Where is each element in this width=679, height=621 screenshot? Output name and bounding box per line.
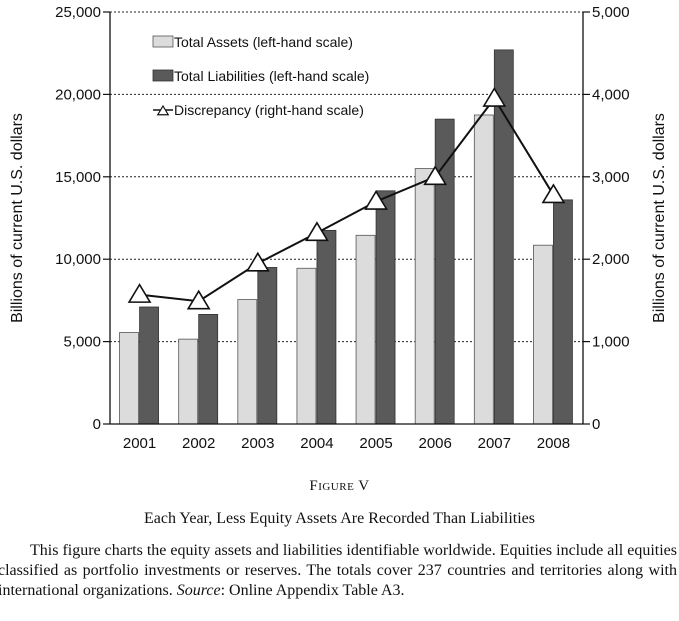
bar-liabilities bbox=[553, 199, 573, 425]
x-tick-label: 2007 bbox=[478, 435, 511, 452]
y-right-tick-label: 3,000 bbox=[592, 169, 630, 186]
x-tick-label: 2008 bbox=[537, 435, 570, 452]
x-tick-label: 2002 bbox=[182, 435, 215, 452]
y-left-tick-label: 5,000 bbox=[63, 334, 101, 351]
bar-liabilities bbox=[139, 306, 159, 425]
y-left-tick-label: 25,000 bbox=[55, 4, 101, 21]
chart: 0 0 5,000 1,000 10,000 2,000 15,000 3,000 20,000… bbox=[9, 4, 668, 452]
legend: Total Assets (left-hand scale) Total Liab… bbox=[152, 34, 369, 118]
discrepancy-line bbox=[139, 96, 555, 303]
legend-label: Discrepancy (right-hand scale) bbox=[174, 102, 364, 118]
bar-liabilities bbox=[316, 229, 337, 425]
discrepancy-marker bbox=[127, 283, 152, 303]
y-left-label: Billions of current U.S. dollars bbox=[9, 113, 26, 323]
bar-assets bbox=[533, 244, 553, 425]
bar-assets bbox=[296, 267, 317, 425]
discrepancy-marker bbox=[423, 165, 448, 186]
legend-label: Total Liabilities (left-hand scale) bbox=[174, 68, 369, 84]
legend-swatch-liabilities bbox=[152, 69, 174, 82]
y-left-tick-label: 10,000 bbox=[55, 251, 101, 268]
bar-assets bbox=[119, 332, 139, 425]
discrepancy-marker bbox=[305, 221, 329, 242]
discrepancy-marker bbox=[364, 189, 388, 210]
bar-assets bbox=[237, 299, 258, 425]
legend-label: Total Assets (left-hand scale) bbox=[174, 34, 353, 50]
bar-liabilities bbox=[257, 267, 278, 425]
x-tick-label: 2003 bbox=[241, 435, 274, 452]
y-left-tick-label: 20,000 bbox=[55, 86, 101, 103]
legend-swatch-assets bbox=[152, 35, 174, 48]
bar-liabilities bbox=[375, 190, 396, 425]
y-left-tick-label: 0 bbox=[93, 416, 101, 433]
discrepancy-line-group bbox=[127, 86, 566, 310]
bar-assets bbox=[473, 114, 494, 425]
figure-label: Figure V bbox=[309, 478, 370, 494]
figure-description: This figure charts the equity assets and… bbox=[0, 541, 677, 601]
discrepancy-marker bbox=[482, 86, 507, 107]
y-right-label: Billions of current U.S. dollars bbox=[651, 113, 668, 323]
x-tick-label: 2006 bbox=[419, 435, 452, 452]
tick-labels: 0 0 5,000 1,000 10,000 2,000 15,000 3,000 20,000… bbox=[55, 4, 629, 452]
legend-marker-discrepancy bbox=[156, 104, 170, 116]
y-right-tick-label: 1,000 bbox=[592, 334, 630, 351]
bars bbox=[119, 49, 573, 425]
description-text: This figure charts the equity assets and… bbox=[0, 542, 677, 599]
y-left-tick-label: 15,000 bbox=[55, 169, 101, 186]
discrepancy-marker bbox=[541, 183, 566, 204]
axes bbox=[103, 11, 590, 425]
bar-assets bbox=[355, 234, 376, 425]
y-right-tick-label: 2,000 bbox=[592, 251, 630, 268]
bar-liabilities bbox=[198, 314, 219, 425]
x-tick-label: 2005 bbox=[359, 435, 392, 452]
gridlines bbox=[110, 11, 583, 343]
y-right-tick-label: 0 bbox=[592, 416, 600, 433]
y-right-tick-label: 5,000 bbox=[592, 4, 630, 21]
discrepancy-marker bbox=[245, 251, 270, 272]
x-tick-label: 2004 bbox=[300, 435, 333, 452]
bar-assets bbox=[178, 338, 199, 425]
y-right-tick-label: 4,000 bbox=[592, 86, 630, 103]
bar-assets bbox=[414, 168, 435, 425]
discrepancy-marker bbox=[186, 289, 211, 310]
source-text: : Online Appendix Table A3. bbox=[220, 582, 405, 599]
x-tick-label: 2001 bbox=[123, 435, 156, 452]
source-label: Source bbox=[176, 582, 221, 599]
figure-title: Each Year, Less Equity Assets Are Record… bbox=[144, 510, 535, 527]
